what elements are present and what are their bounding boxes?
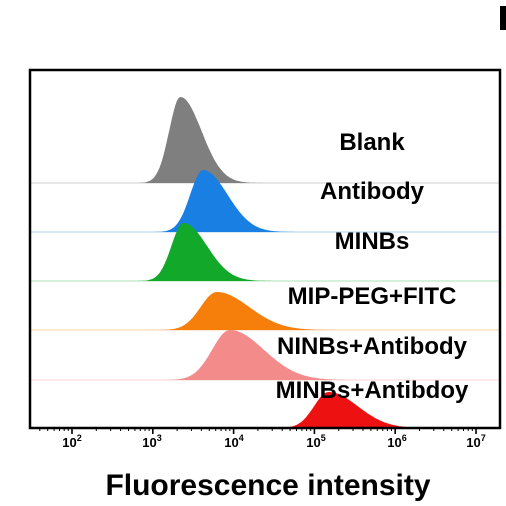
x-tick-label-1e3: 103 bbox=[142, 433, 161, 450]
histogram-minbs-antibdoy bbox=[270, 392, 475, 428]
lane-labels: Blank Antibody MINBs MIP-PEG+FITC NINBs+… bbox=[276, 129, 469, 404]
x-axis-ticks bbox=[39, 428, 477, 434]
top-right-mark bbox=[500, 6, 506, 30]
lane-label-mip-peg-fitc: MIP-PEG+FITC bbox=[288, 283, 457, 310]
lane-label-blank: Blank bbox=[339, 129, 405, 156]
x-axis-title: Fluorescence intensity bbox=[105, 469, 430, 502]
histogram-lanes bbox=[30, 97, 500, 428]
lane-label-minbs-antibdoy: MINBs+Antibdoy bbox=[276, 377, 469, 404]
histogram-antibody bbox=[151, 170, 323, 232]
histogram-minbs bbox=[135, 223, 300, 281]
x-tick-label-1e5: 105 bbox=[306, 433, 325, 450]
lane-label-antibody: Antibody bbox=[320, 178, 425, 205]
plot-frame bbox=[28, 68, 502, 430]
histogram-ninbs-antibody bbox=[158, 330, 398, 380]
x-tick-label-1e4: 104 bbox=[224, 433, 243, 450]
histogram-blank bbox=[135, 97, 284, 183]
x-tick-labels: 102 103 104 105 106 107 bbox=[62, 433, 485, 450]
x-tick-label-1e2: 102 bbox=[62, 433, 81, 450]
histogram-mip-peg-fitc bbox=[152, 292, 379, 330]
x-tick-label-1e7: 107 bbox=[466, 433, 485, 450]
lane-label-minbs: MINBs bbox=[335, 228, 410, 255]
lane-label-ninbs-antibody: NINBs+Antibody bbox=[277, 333, 468, 360]
x-tick-label-1e6: 106 bbox=[387, 433, 406, 450]
